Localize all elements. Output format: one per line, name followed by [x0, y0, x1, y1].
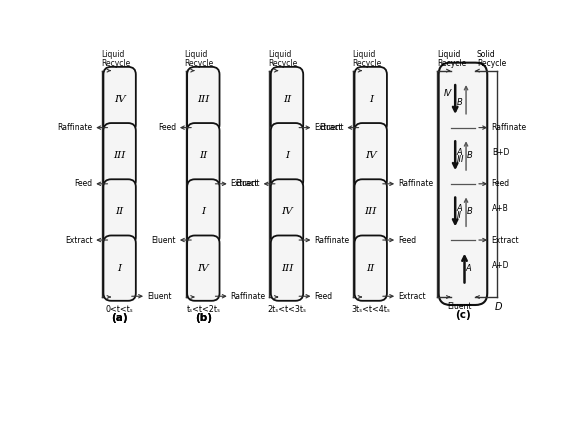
- Text: II: II: [115, 207, 124, 217]
- FancyBboxPatch shape: [355, 123, 387, 188]
- Text: I: I: [285, 151, 289, 160]
- Text: A: A: [457, 204, 463, 213]
- Text: I: I: [369, 95, 373, 104]
- Text: (b): (b): [195, 313, 212, 323]
- Text: B: B: [467, 207, 473, 217]
- Text: Extract: Extract: [398, 292, 425, 301]
- Text: A+D: A+D: [493, 261, 510, 269]
- Text: 2tₛ<t<3tₛ: 2tₛ<t<3tₛ: [267, 305, 307, 314]
- Text: 3tₛ<t<4tₛ: 3tₛ<t<4tₛ: [351, 305, 390, 314]
- Text: Eluent: Eluent: [447, 303, 472, 311]
- Text: Raffinate: Raffinate: [398, 179, 433, 188]
- FancyBboxPatch shape: [104, 179, 136, 245]
- FancyBboxPatch shape: [187, 179, 219, 245]
- Text: Extract: Extract: [314, 123, 342, 132]
- Text: III: III: [281, 264, 293, 273]
- FancyBboxPatch shape: [439, 63, 487, 305]
- Text: Feed: Feed: [158, 123, 176, 132]
- Text: IV: IV: [444, 89, 452, 98]
- FancyBboxPatch shape: [104, 235, 136, 301]
- Text: Liquid
Recycle: Liquid Recycle: [438, 50, 467, 68]
- FancyBboxPatch shape: [271, 67, 303, 132]
- Text: 0<t<tₛ: 0<t<tₛ: [106, 305, 133, 314]
- Text: (b): (b): [195, 313, 212, 323]
- Text: Eluent: Eluent: [147, 292, 171, 301]
- Text: A: A: [457, 148, 463, 157]
- Text: Feed: Feed: [398, 235, 416, 244]
- Text: B: B: [467, 151, 473, 160]
- Text: IV: IV: [114, 95, 125, 104]
- FancyBboxPatch shape: [355, 67, 387, 132]
- Text: Raffinate: Raffinate: [57, 123, 92, 132]
- Text: A: A: [465, 264, 471, 273]
- Text: tₛ<t<2tₛ: tₛ<t<2tₛ: [187, 305, 221, 314]
- FancyBboxPatch shape: [355, 179, 387, 245]
- FancyBboxPatch shape: [104, 67, 136, 132]
- Text: III: III: [197, 95, 209, 104]
- FancyBboxPatch shape: [187, 123, 219, 188]
- Text: B+D: B+D: [493, 148, 510, 157]
- Text: Feed: Feed: [491, 179, 509, 188]
- Text: Eluent: Eluent: [319, 123, 343, 132]
- Text: Raffinate: Raffinate: [491, 123, 526, 132]
- Text: Extract: Extract: [65, 235, 92, 244]
- Text: II: II: [367, 264, 375, 273]
- Text: (c): (c): [455, 310, 471, 320]
- Text: (a): (a): [111, 313, 128, 323]
- Text: III: III: [457, 155, 464, 164]
- Text: I: I: [201, 207, 205, 217]
- FancyBboxPatch shape: [355, 235, 387, 301]
- Text: A+B: A+B: [493, 204, 509, 213]
- FancyBboxPatch shape: [187, 67, 219, 132]
- Text: Solid
Recycle: Solid Recycle: [477, 50, 506, 68]
- FancyBboxPatch shape: [104, 123, 136, 188]
- Text: B: B: [457, 98, 463, 107]
- Text: IV: IV: [365, 151, 377, 160]
- Text: Raffinate: Raffinate: [230, 292, 266, 301]
- Text: Feed: Feed: [74, 179, 92, 188]
- Text: Liquid
Recycle: Liquid Recycle: [185, 50, 214, 68]
- Text: Extract: Extract: [230, 179, 258, 188]
- Text: Eluent: Eluent: [152, 235, 176, 244]
- Text: (a): (a): [111, 313, 128, 323]
- Text: Extract: Extract: [491, 235, 518, 244]
- Text: III: III: [113, 151, 126, 160]
- Text: IV: IV: [198, 264, 209, 273]
- FancyBboxPatch shape: [271, 179, 303, 245]
- Text: D: D: [495, 303, 503, 312]
- Text: I: I: [118, 264, 122, 273]
- Text: II: II: [283, 95, 291, 104]
- FancyBboxPatch shape: [271, 235, 303, 301]
- Text: Eluent: Eluent: [235, 179, 260, 188]
- FancyBboxPatch shape: [271, 123, 303, 188]
- Text: Liquid
Recycle: Liquid Recycle: [352, 50, 381, 68]
- Text: Liquid
Recycle: Liquid Recycle: [101, 50, 130, 68]
- FancyBboxPatch shape: [187, 235, 219, 301]
- Text: II: II: [457, 211, 462, 220]
- Text: Liquid
Recycle: Liquid Recycle: [269, 50, 298, 68]
- Text: III: III: [364, 207, 377, 217]
- Text: II: II: [199, 151, 208, 160]
- Text: Feed: Feed: [314, 292, 332, 301]
- Text: Raffinate: Raffinate: [314, 235, 349, 244]
- Text: IV: IV: [281, 207, 293, 217]
